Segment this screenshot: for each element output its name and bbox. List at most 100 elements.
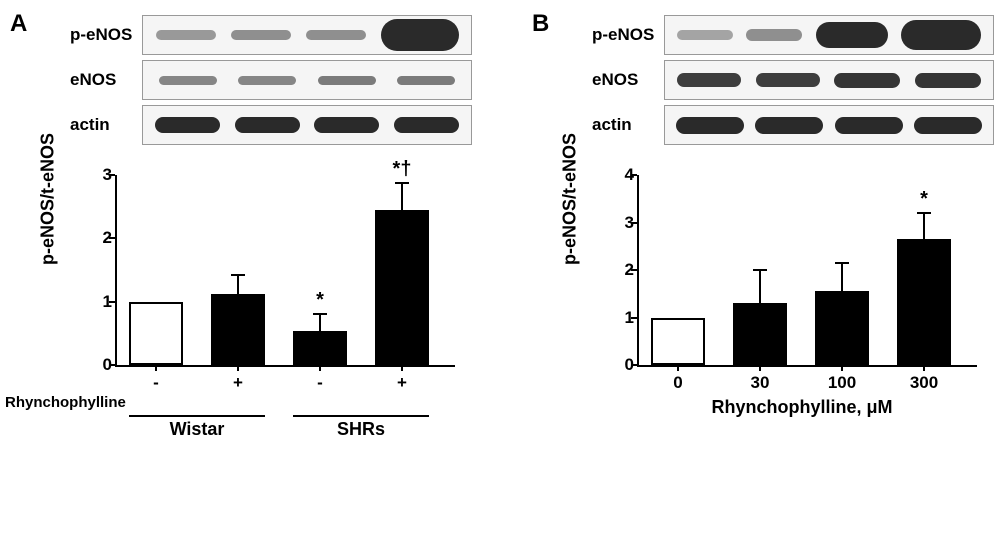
error-bar — [401, 183, 403, 210]
x-axis-line — [637, 365, 977, 367]
y-tick-label: 2 — [82, 228, 112, 248]
panel-a: A p-eNOS eNOS actin p-eNOS/t-eNOS **† Rh… — [10, 10, 472, 549]
western-band — [156, 30, 216, 40]
western-band — [231, 30, 291, 40]
group-label: SHRs — [337, 419, 385, 440]
blot-row-penos-b: p-eNOS — [592, 15, 994, 55]
y-tick-label: 3 — [604, 213, 634, 233]
western-band — [318, 76, 376, 85]
y-tick-label: 1 — [604, 308, 634, 328]
blot-label: p-eNOS — [70, 25, 142, 45]
blot-row-actin-a: actin — [70, 105, 472, 145]
western-band — [394, 117, 459, 133]
western-band — [914, 117, 982, 134]
western-band — [235, 117, 300, 133]
western-band — [238, 76, 296, 85]
blot-label: eNOS — [70, 70, 142, 90]
group-underline — [129, 415, 265, 417]
chart-section-b: p-eNOS/t-eNOS * Rhynchophylline, μM 0123… — [532, 165, 994, 455]
chart-area-a: **† — [115, 175, 455, 365]
western-band — [755, 117, 823, 134]
western-band — [756, 73, 820, 87]
blot-image-actin-b — [664, 105, 994, 145]
blot-image-enos-a — [142, 60, 472, 100]
panel-letter-a: A — [10, 10, 27, 38]
western-band — [677, 73, 741, 87]
group-label: Wistar — [170, 419, 225, 440]
x-tick-label: 100 — [828, 373, 856, 393]
x-tick-mark — [677, 365, 679, 371]
error-bar — [841, 263, 843, 292]
bar — [651, 318, 705, 366]
blot-row-penos-a: p-eNOS — [70, 15, 472, 55]
error-cap — [835, 262, 849, 264]
western-band — [915, 73, 981, 88]
x-tick-mark — [401, 365, 403, 371]
blot-row-enos-b: eNOS — [592, 60, 994, 100]
bar — [211, 294, 265, 365]
western-band — [306, 30, 366, 40]
western-band — [677, 30, 733, 40]
y-tick-mark — [631, 269, 637, 271]
blot-section-a: p-eNOS eNOS actin — [70, 15, 472, 145]
significance-marker: * — [316, 289, 324, 312]
y-tick-mark — [631, 174, 637, 176]
y-tick-label: 1 — [82, 292, 112, 312]
y-tick-label: 2 — [604, 260, 634, 280]
blot-label: actin — [592, 115, 664, 135]
x-tick-label: 300 — [910, 373, 938, 393]
x-tick-label: 0 — [673, 373, 682, 393]
bar — [733, 303, 787, 365]
y-tick-mark — [109, 174, 115, 176]
western-band — [155, 117, 220, 133]
y-tick-label: 4 — [604, 165, 634, 185]
y-tick-label: 0 — [604, 355, 634, 375]
significance-marker: *† — [393, 158, 412, 181]
error-bar — [237, 275, 239, 294]
x-tick-label: + — [233, 373, 243, 393]
blot-label: eNOS — [592, 70, 664, 90]
x-tick-mark — [759, 365, 761, 371]
y-tick-mark — [631, 364, 637, 366]
x-tick-mark — [237, 365, 239, 371]
treatment-label-a: Rhynchophylline — [5, 394, 126, 411]
error-cap — [395, 182, 409, 184]
chart-area-b: * — [637, 175, 977, 365]
blot-label: actin — [70, 115, 142, 135]
western-band — [397, 76, 455, 85]
y-tick-mark — [109, 237, 115, 239]
blot-label: p-eNOS — [592, 25, 664, 45]
x-tick-mark — [841, 365, 843, 371]
western-band — [676, 117, 744, 134]
y-tick-mark — [109, 364, 115, 366]
blot-row-enos-a: eNOS — [70, 60, 472, 100]
blot-row-actin-b: actin — [592, 105, 994, 145]
y-axis-label-b: p-eNOS/t-eNOS — [560, 133, 581, 265]
y-axis-label-a: p-eNOS/t-eNOS — [38, 133, 59, 265]
y-tick-label: 3 — [82, 165, 112, 185]
x-tick-mark — [923, 365, 925, 371]
bar — [375, 210, 429, 365]
error-cap — [313, 313, 327, 315]
blot-image-penos-b — [664, 15, 994, 55]
error-bar — [319, 314, 321, 332]
western-band — [746, 29, 802, 41]
error-cap — [753, 269, 767, 271]
error-cap — [231, 274, 245, 276]
western-band — [835, 117, 903, 134]
bar — [897, 239, 951, 365]
error-bar — [923, 213, 925, 239]
y-tick-label: 0 — [82, 355, 112, 375]
x-axis-title-b: Rhynchophylline, μM — [711, 397, 892, 418]
western-band — [381, 19, 459, 51]
western-band — [816, 22, 888, 48]
chart-section-a: p-eNOS/t-eNOS **† Rhynchophylline 0123-+… — [10, 165, 472, 455]
y-tick-mark — [631, 317, 637, 319]
panel-b: B p-eNOS eNOS actin p-eNOS/t-eNOS * Rhyn… — [532, 10, 994, 549]
western-band — [314, 117, 379, 133]
bar — [815, 291, 869, 365]
western-band — [834, 73, 900, 88]
panel-letter-b: B — [532, 10, 549, 38]
significance-marker: * — [920, 188, 928, 211]
y-tick-mark — [109, 301, 115, 303]
